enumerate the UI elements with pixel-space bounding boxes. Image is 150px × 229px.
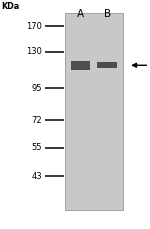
Text: KDa: KDa (2, 2, 20, 11)
Bar (70, 61, 90, 70)
Bar (64, 13, 123, 210)
Text: 43: 43 (31, 172, 42, 181)
Text: 170: 170 (26, 22, 42, 31)
Text: 55: 55 (32, 143, 42, 152)
Text: 72: 72 (31, 116, 42, 125)
Text: 130: 130 (26, 47, 42, 56)
Text: A: A (77, 9, 84, 19)
Text: B: B (104, 9, 111, 19)
Bar (98, 62, 117, 68)
Text: 95: 95 (32, 84, 42, 93)
